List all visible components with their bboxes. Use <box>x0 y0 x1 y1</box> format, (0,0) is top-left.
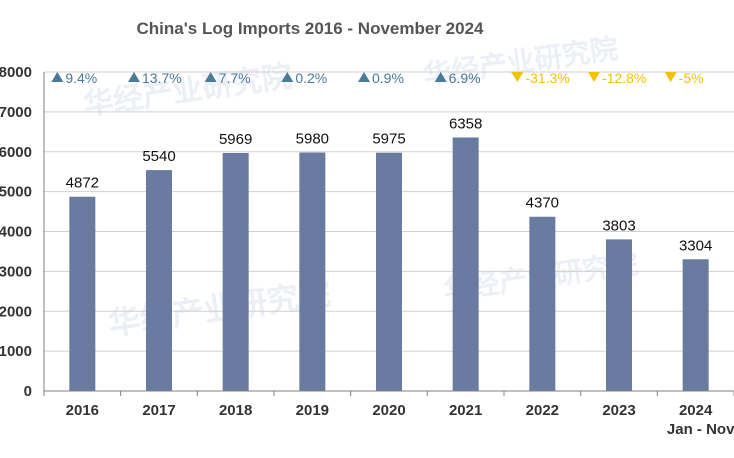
x-tick-label-2017: 2017 <box>142 402 175 419</box>
change-labels: 9.4% 13.7% 7.7% 0.2% 0.9% 6.9% -31.3% -12.8% -5% <box>51 70 704 86</box>
y-tick-label: 4000 <box>0 224 32 241</box>
change-label-2018: 7.7% <box>219 70 251 86</box>
triangle-up-icon <box>281 72 294 82</box>
x-tick-label-2019: 2019 <box>296 402 329 419</box>
bar-2023 <box>606 239 632 391</box>
y-tick-label: 7000 <box>0 104 32 121</box>
bar-2018 <box>222 152 249 391</box>
change-label-2022: -31.3% <box>525 70 569 86</box>
bar-2021 <box>452 137 479 391</box>
bar-series: 4872 5540 5969 5980 5975 6358 4370 3803 3304 <box>66 115 712 391</box>
change-label-2021: 6.9% <box>449 70 481 86</box>
value-label-2016: 4872 <box>66 175 99 192</box>
x-tick-label-2020: 2020 <box>372 402 405 419</box>
triangle-up-icon <box>128 72 140 82</box>
x-tick-label-2023: 2023 <box>602 402 635 419</box>
value-label-2023: 3803 <box>602 217 635 234</box>
value-label-2019: 5980 <box>296 131 329 148</box>
change-label-2019: 0.2% <box>295 70 327 86</box>
x-tick-label-2018: 2018 <box>219 402 252 419</box>
y-tick-label: 8000 <box>0 64 32 81</box>
value-label-2017: 5540 <box>142 148 175 165</box>
triangle-up-icon <box>434 72 447 82</box>
bar-2017 <box>146 170 172 391</box>
x-tick-label-2022: 2022 <box>526 402 559 419</box>
change-label-2024: -5% <box>679 70 704 86</box>
bar-2016 <box>69 196 96 391</box>
watermark-text: 华经产业研究院 <box>81 59 294 123</box>
x-axis: 2016 2017 2018 2019 2020 2021 2022 2023 2024 Jan … <box>43 390 734 438</box>
y-tick-label: 3000 <box>0 263 32 280</box>
value-label-2020: 5975 <box>372 131 405 148</box>
change-label-2016: 9.4% <box>65 70 97 86</box>
change-label-2023: -12.8% <box>602 70 646 86</box>
y-tick-label: 5000 <box>0 184 32 201</box>
value-label-2018: 5969 <box>219 131 252 148</box>
bar-2020 <box>376 152 402 391</box>
triangle-up-icon <box>51 72 64 82</box>
triangle-down-icon <box>511 72 524 82</box>
y-axis: 0 1000 2000 3000 4000 5000 6000 7000 8000 <box>0 64 45 400</box>
triangle-down-icon <box>588 72 600 82</box>
value-label-2021: 6358 <box>449 115 482 132</box>
triangle-down-icon <box>664 72 677 82</box>
bar-2024 <box>682 259 709 391</box>
x-tick-label-2016: 2016 <box>66 402 99 419</box>
bar-2019 <box>299 152 326 391</box>
y-tick-label: 0 <box>24 383 32 400</box>
chart-title: China's Log Imports 2016 - November 2024 <box>137 19 485 38</box>
triangle-up-icon <box>358 72 370 82</box>
x-tick-label-2021: 2021 <box>449 402 482 419</box>
value-label-2024: 3304 <box>679 237 712 254</box>
x-tick-sublabel: Jan - Nov <box>667 421 734 438</box>
y-tick-label: 2000 <box>0 303 32 320</box>
value-label-2022: 4370 <box>526 195 559 212</box>
triangle-up-icon <box>204 72 217 82</box>
change-label-2020: 0.9% <box>372 70 404 86</box>
change-label-2017: 13.7% <box>142 70 182 86</box>
watermark-text: 华经产业研究院 <box>106 274 333 343</box>
bar-2022 <box>529 216 556 391</box>
y-tick-label: 6000 <box>0 144 32 161</box>
y-tick-label: 1000 <box>0 343 32 360</box>
x-tick-label-2024: 2024 <box>679 402 713 419</box>
